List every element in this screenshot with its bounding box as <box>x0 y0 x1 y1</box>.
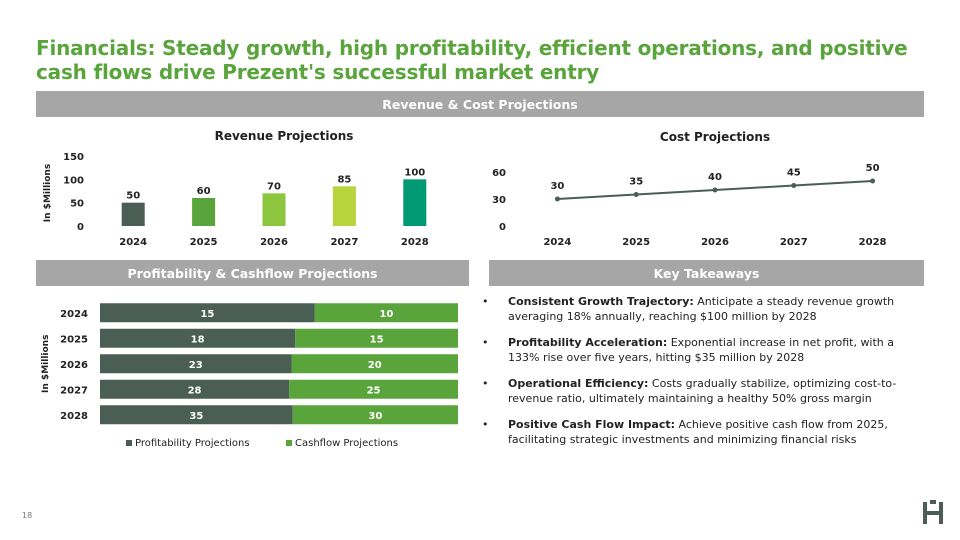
x-tick-label: 2025 <box>622 237 650 248</box>
cashflow-bar <box>291 354 458 374</box>
x-tick-label: 2026 <box>701 237 729 248</box>
takeaway-text: Exponential increase in net profit, with… <box>508 336 895 364</box>
legend-label: Profitability Projections <box>135 438 250 449</box>
data-label: 40 <box>708 172 722 183</box>
takeaway-item: • Profitability Acceleration: Exponential… <box>482 335 912 365</box>
legend-label: Cashflow Projections <box>295 438 398 449</box>
y-tick-label: 2027 <box>60 385 88 396</box>
bullet: • <box>482 418 489 431</box>
y-axis-label: In $Millions <box>43 164 53 222</box>
takeaway-text: Achieve positive cash flow from 2025, fa… <box>508 418 888 446</box>
cost-point <box>633 192 639 197</box>
data-label: 18 <box>191 334 205 345</box>
data-label: 35 <box>189 411 203 422</box>
takeaway-heading: Operational Efficiency: <box>508 377 649 390</box>
y-tick-label: 2028 <box>60 411 88 422</box>
page-number: 18 <box>22 511 33 520</box>
cost-point <box>791 183 797 188</box>
revenue-bar <box>121 202 145 226</box>
data-label: 100 <box>404 167 425 178</box>
page-title: Financials: Steady growth, high profitab… <box>36 36 908 84</box>
x-tick-label: 2027 <box>780 237 808 248</box>
cost-point <box>870 178 876 184</box>
legend-swatch <box>126 440 132 446</box>
takeaway-item: • Consistent Growth Trajectory: Anticipat… <box>482 294 912 324</box>
x-tick-label: 2026 <box>260 237 288 248</box>
bullet: • <box>482 336 489 349</box>
y-tick-label: 0 <box>499 222 506 233</box>
data-label: 50 <box>866 163 880 174</box>
y-tick-label: 0 <box>77 222 84 233</box>
y-tick-label: 60 <box>492 168 506 179</box>
legend-swatch <box>286 440 292 446</box>
bullet: • <box>482 377 489 390</box>
data-label: 60 <box>197 186 211 197</box>
takeaway-heading: Positive Cash Flow Impact: <box>508 418 675 431</box>
profitability-bar <box>100 405 293 425</box>
profitability-cashflow-chart: In $Millions 2024 15 10 2025 18 15 2026 23 20 2027… <box>41 303 458 449</box>
bullet: • <box>482 295 489 308</box>
section-header-revenue-cost: Revenue & Cost Projections <box>36 91 924 117</box>
profitability-bar <box>100 379 290 399</box>
data-label: 35 <box>629 177 643 188</box>
cashflow-bar <box>289 379 458 399</box>
cashflow-bar <box>295 328 458 348</box>
x-tick-label: 2027 <box>330 237 358 248</box>
prezent-logo-icon <box>923 500 943 524</box>
x-tick-label: 2024 <box>119 237 147 248</box>
y-tick-label: 2026 <box>60 360 88 371</box>
y-tick-label: 150 <box>63 152 84 163</box>
data-label: 30 <box>368 411 382 422</box>
data-label: 10 <box>379 309 393 320</box>
takeaway-text: Anticipate a steady revenue growth avera… <box>508 295 895 323</box>
takeaway-item: • Operational Efficiency: Costs gradually… <box>482 376 912 406</box>
x-tick-label: 2028 <box>859 237 887 248</box>
x-tick-label: 2024 <box>543 237 571 248</box>
cashflow-bar <box>292 405 458 425</box>
revenue-bar <box>192 198 216 226</box>
section-header-key-takeaways: Key Takeaways <box>489 260 924 286</box>
data-label: 25 <box>367 385 381 396</box>
section-header-profitability-cashflow: Profitability & Cashflow Projections <box>36 260 469 286</box>
y-tick-label: 30 <box>492 195 506 206</box>
x-tick-label: 2025 <box>190 237 218 248</box>
revenue-bar <box>332 186 356 226</box>
data-label: 15 <box>200 309 214 320</box>
data-label: 85 <box>337 174 351 185</box>
cost-projections-chart: Cost Projections 0 30 60 30 2024 35 2025 40 2026 4… <box>492 130 887 248</box>
y-tick-label: 100 <box>63 175 84 186</box>
profitability-bar <box>100 328 296 348</box>
data-label: 23 <box>189 360 203 371</box>
data-label: 45 <box>787 168 801 179</box>
data-label: 15 <box>370 334 384 345</box>
data-label: 50 <box>126 191 140 202</box>
profitability-bar <box>100 303 315 323</box>
takeaway-heading: Consistent Growth Trajectory: <box>508 295 694 308</box>
takeaway-item: • Positive Cash Flow Impact: Achieve posi… <box>482 417 912 447</box>
chart-title: Cost Projections <box>660 130 770 144</box>
chart-title: Revenue Projections <box>215 129 354 143</box>
revenue-bar <box>403 179 427 226</box>
key-takeaways-list: • Consistent Growth Trajectory: Anticipat… <box>482 294 912 458</box>
data-label: 28 <box>188 385 202 396</box>
cost-point <box>554 196 560 202</box>
x-tick-label: 2028 <box>401 237 429 248</box>
data-label: 70 <box>267 181 281 192</box>
data-label: 20 <box>368 360 382 371</box>
y-axis-label: In $Millions <box>41 335 51 393</box>
y-tick-label: 2025 <box>60 334 88 345</box>
cashflow-bar <box>314 303 458 323</box>
revenue-projections-chart: Revenue Projections In $Millions 0 50 100 150… <box>43 129 429 248</box>
data-label: 30 <box>550 181 564 192</box>
profitability-bar <box>100 354 292 374</box>
y-tick-label: 50 <box>70 199 84 210</box>
takeaway-heading: Profitability Acceleration: <box>508 336 668 349</box>
takeaway-text: Costs gradually stabilize, optimizing co… <box>508 377 897 405</box>
y-tick-label: 2024 <box>60 309 88 320</box>
revenue-bar <box>262 193 286 226</box>
cost-point <box>712 187 718 193</box>
